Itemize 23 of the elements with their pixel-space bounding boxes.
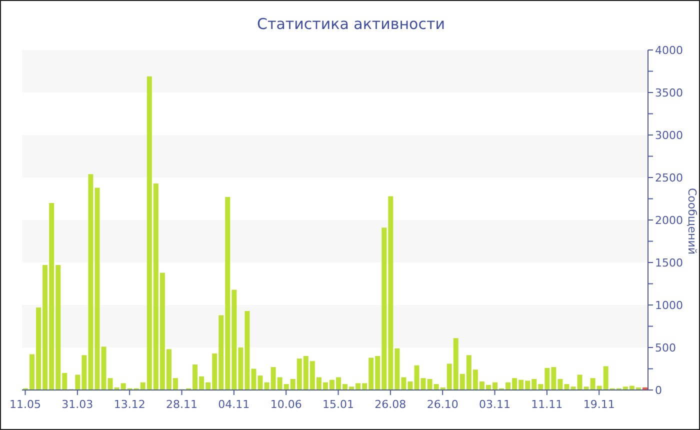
y-tick-label: 1000 [655, 298, 683, 312]
x-tick-label: 19.11 [583, 398, 615, 411]
x-tick-label: 13.12 [114, 398, 146, 411]
x-tick-label: 10.06 [270, 398, 302, 411]
y-tick-label: 3500 [655, 86, 683, 100]
x-tick-label: 03.11 [479, 398, 511, 411]
x-tick-label: 26.10 [426, 398, 458, 411]
x-tick-label: 11.05 [10, 398, 42, 411]
y-tick-label: 0 [655, 384, 662, 397]
y-tick-label: 2000 [655, 214, 683, 227]
x-tick-label: 28.11 [166, 398, 198, 411]
x-tick-label: 15.01 [322, 398, 354, 411]
y-tick-label: 4000 [655, 44, 683, 57]
y-tick-label: 500 [655, 341, 676, 354]
x-tick-label: 04.11 [218, 398, 250, 411]
y-axis-title: Сообщений [686, 188, 698, 254]
x-tick-label: 31.03 [62, 398, 94, 411]
x-tick-label: 26.08 [374, 398, 406, 411]
y-tick-label: 2500 [655, 171, 683, 184]
y-tick-label: 3000 [655, 128, 683, 142]
chart-title: Статистика активности [256, 15, 446, 33]
y-tick-label: 1500 [655, 256, 683, 270]
x-tick-label: 11.11 [531, 398, 563, 411]
